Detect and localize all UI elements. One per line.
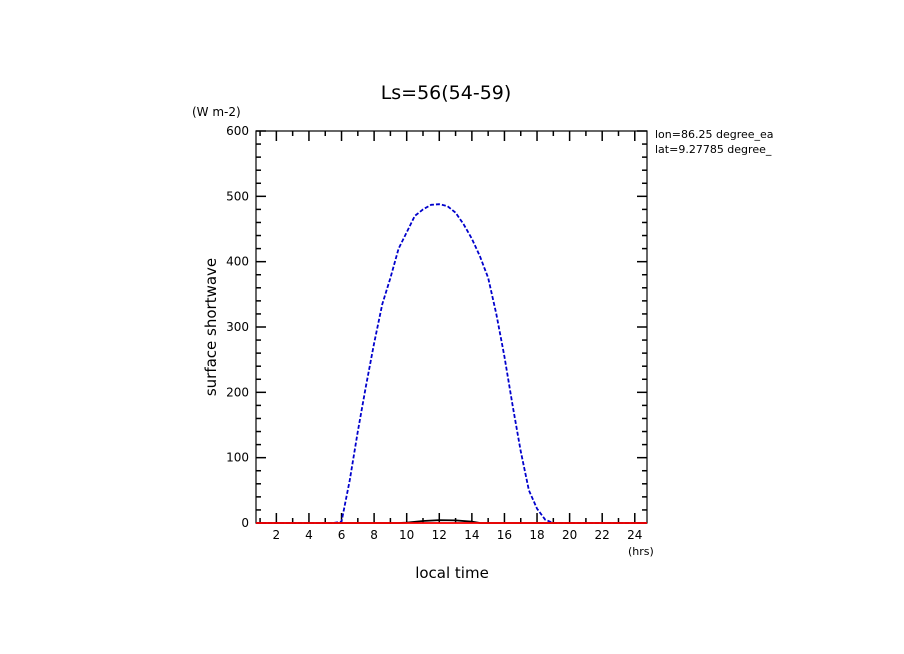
x-axis-unit: (hrs)	[628, 545, 654, 558]
chart-title: Ls=56(54-59)	[381, 82, 512, 104]
y-tick-label: 200	[226, 385, 249, 399]
x-tick-label: 22	[595, 528, 610, 542]
x-tick-label: 14	[464, 528, 479, 542]
annotation-lon: lon=86.25 degree_ea	[655, 128, 774, 141]
y-tick-label: 500	[226, 189, 249, 203]
plot-frame	[255, 130, 648, 524]
x-axis-label: local time	[415, 564, 489, 582]
x-tick-label: 18	[529, 528, 544, 542]
x-tick-label: 6	[338, 528, 346, 542]
x-tick-label: 24	[627, 528, 642, 542]
y-axis-unit: (W m-2)	[192, 105, 241, 119]
annotation-lat: lat=9.27785 degree_	[655, 143, 772, 156]
x-tick-label: 10	[399, 528, 414, 542]
y-tick-label: 600	[226, 124, 249, 138]
y-tick-label: 0	[241, 516, 249, 530]
x-tick-label: 16	[497, 528, 512, 542]
x-tick-label: 4	[305, 528, 313, 542]
x-tick-label: 2	[273, 528, 281, 542]
x-tick-label: 8	[370, 528, 378, 542]
series-line-1	[256, 203, 647, 524]
y-axis-label: surface shortwave	[202, 258, 220, 396]
y-tick-label: 400	[226, 255, 249, 269]
y-tick-label: 300	[226, 320, 249, 334]
y-tick-label: 100	[226, 451, 249, 465]
x-tick-label: 20	[562, 528, 577, 542]
x-tick-label: 12	[432, 528, 447, 542]
